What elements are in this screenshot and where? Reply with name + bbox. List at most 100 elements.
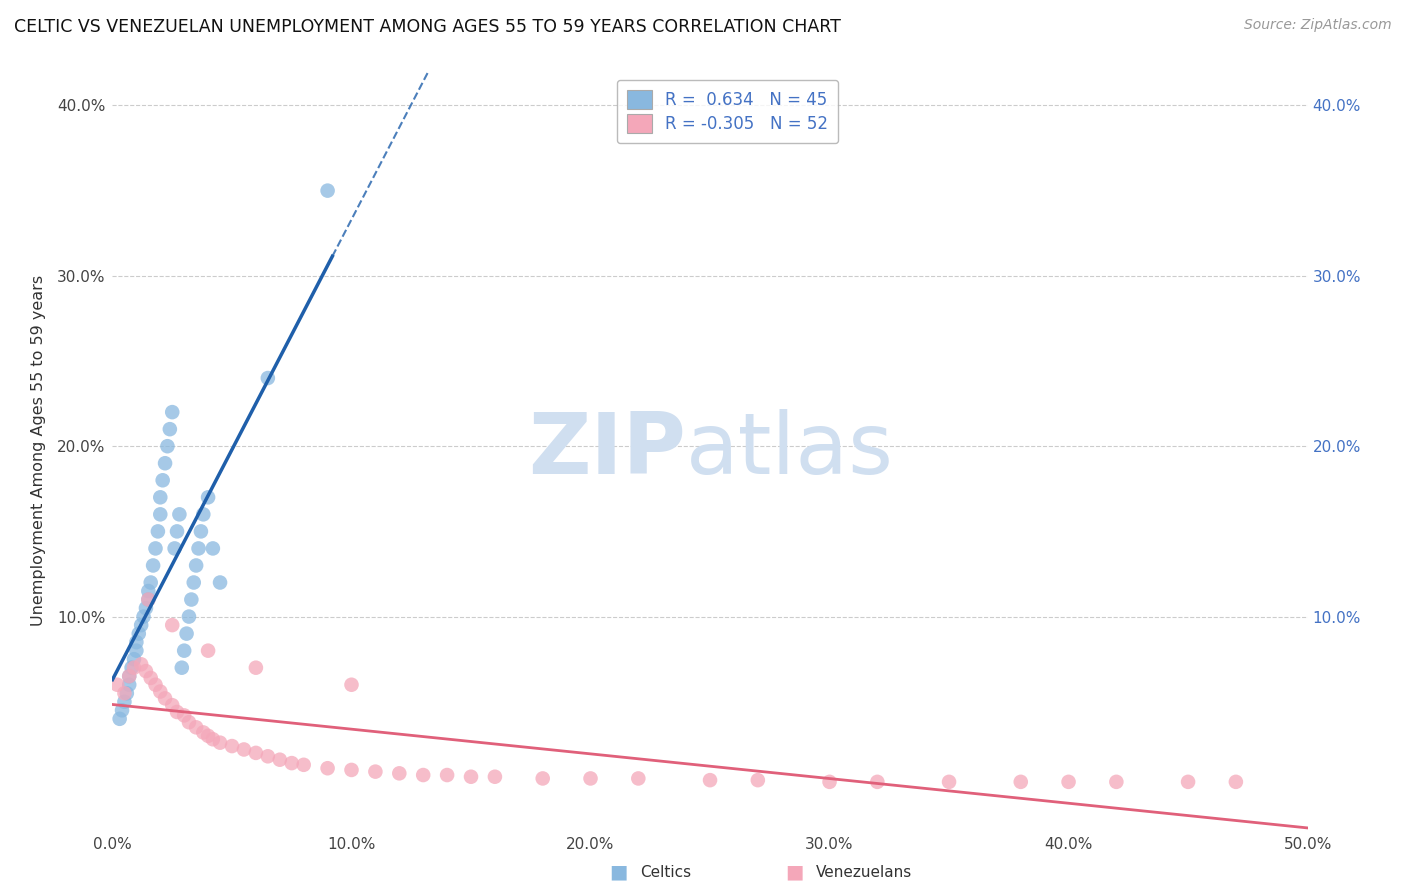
Text: CELTIC VS VENEZUELAN UNEMPLOYMENT AMONG AGES 55 TO 59 YEARS CORRELATION CHART: CELTIC VS VENEZUELAN UNEMPLOYMENT AMONG … [14,18,841,36]
Point [177,609,200,624]
Point [166,524,188,539]
Point [122,661,145,675]
Point [138,592,160,607]
Point [209,575,232,590]
Point [1010,775,1032,789]
Text: atlas: atlas [686,409,894,492]
Point [169,508,191,522]
Point [173,643,195,657]
Point [125,635,148,649]
Point [139,575,162,590]
Point [316,761,339,775]
Point [818,775,841,789]
Text: Celtics: Celtics [640,865,690,880]
Point [201,732,224,747]
Point [197,643,219,657]
Point [1057,775,1080,789]
Point [115,686,138,700]
Point [173,708,195,723]
Point [484,770,506,784]
Point [183,575,205,590]
Point [531,772,554,786]
Point [170,661,193,675]
Point [129,618,152,632]
Point [340,678,363,692]
Point [128,626,150,640]
Point [180,592,202,607]
Point [111,703,134,717]
Point [118,678,141,692]
Point [163,541,186,556]
Point [149,491,172,505]
Point [142,558,165,573]
Point [132,609,155,624]
Point [139,671,162,685]
Point [176,626,198,640]
Point [153,691,176,706]
Point [281,756,304,771]
Text: Venezuelans: Venezuelans [815,865,911,880]
Point [186,558,208,573]
Point [166,705,188,719]
Point [340,763,363,777]
Point [627,772,650,786]
Point [316,184,339,198]
Point [209,736,232,750]
Point [186,720,208,734]
Point [162,618,183,632]
Point [177,715,200,730]
Point [125,643,148,657]
Point [145,541,167,556]
Point [146,524,169,539]
Point [108,712,131,726]
Point [193,725,215,739]
Point [221,739,243,753]
Point [245,746,267,760]
Point [118,669,141,683]
Point [159,422,181,436]
Y-axis label: Unemployment Among Ages 55 to 59 years: Unemployment Among Ages 55 to 59 years [31,275,46,626]
Text: ZIP: ZIP [529,409,686,492]
Point [153,456,176,470]
Point [162,405,183,419]
Point [149,508,172,522]
Point [579,772,602,786]
Point [135,664,157,678]
Point [145,678,167,692]
Point [364,764,387,779]
Point [292,757,315,772]
Point [152,473,174,487]
Point [121,661,143,675]
Point [201,541,224,556]
Point [699,773,721,788]
Point [1177,775,1199,789]
Text: ■: ■ [785,863,804,882]
Point [388,766,411,780]
Point [197,729,219,743]
Point [245,661,267,675]
Point [138,584,160,599]
Point [138,592,160,607]
Point [122,652,145,666]
Point [187,541,209,556]
Point [114,686,135,700]
Point [257,749,280,764]
Legend: R =  0.634   N = 45, R = -0.305   N = 52: R = 0.634 N = 45, R = -0.305 N = 52 [617,79,838,144]
Point [162,698,183,713]
Point [114,695,135,709]
Point [190,524,212,539]
Point [1225,775,1247,789]
Point [269,753,291,767]
Point [193,508,215,522]
Point [436,768,458,782]
Point [135,601,157,615]
Point [1105,775,1128,789]
Point [938,775,960,789]
Point [233,742,256,756]
Point [460,770,482,784]
Point [105,678,128,692]
Point [129,657,152,672]
Point [156,439,179,453]
Point [866,775,889,789]
Text: Source: ZipAtlas.com: Source: ZipAtlas.com [1244,18,1392,32]
